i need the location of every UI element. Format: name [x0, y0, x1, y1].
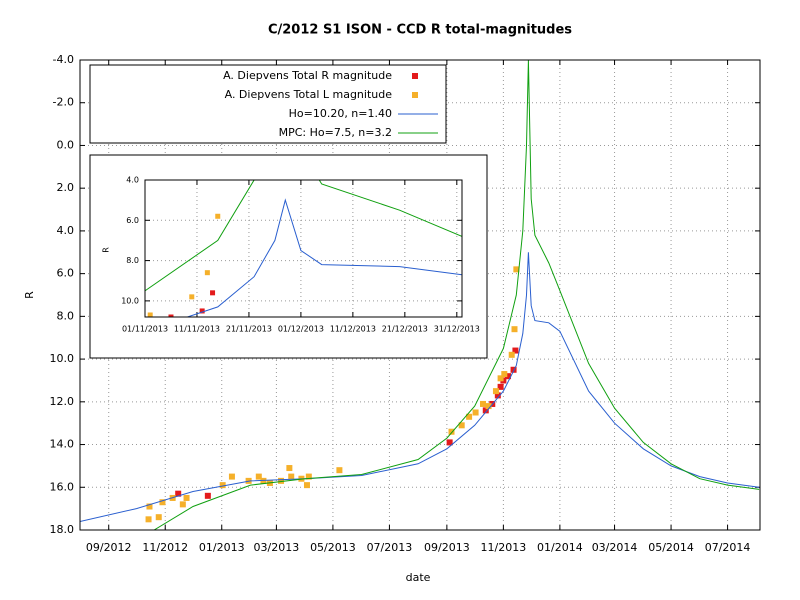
data-point [179, 501, 186, 508]
plot-area [145, 180, 462, 317]
x-tick-label: 31/12/2013 [434, 325, 480, 334]
y-tick-label: 2.0 [57, 181, 75, 194]
inset-plot: R 4.0 6.0 8.0 10.0 01/11/2013 11/11/2013 21/11… [89, 154, 488, 359]
x-tick-label: 21/11/2013 [226, 325, 272, 334]
data-point [336, 467, 343, 474]
y-tick-label: 14.0 [50, 438, 75, 451]
x-axis-label: date [406, 571, 431, 584]
legend-box [89, 64, 447, 144]
data-point [458, 422, 465, 429]
x-tick-label: 11/2012 [142, 541, 188, 554]
inset-y-label: R [102, 247, 111, 253]
y-tick-label: 0.0 [57, 138, 75, 151]
x-tick-label: 09/2013 [424, 541, 470, 554]
y-tick-label: 4.0 [57, 224, 75, 237]
data-point [512, 347, 519, 354]
legend-label: Ho=10.20, n=1.40 [289, 107, 392, 120]
legend-swatch [412, 73, 418, 79]
data-point [479, 400, 486, 407]
y-tick-label: 8.0 [57, 309, 75, 322]
data-point [501, 371, 508, 378]
x-tick-label: 03/2014 [592, 541, 638, 554]
data-point [511, 326, 518, 333]
data-point [189, 294, 195, 300]
x-tick-label: 05/2014 [648, 541, 694, 554]
inset-box [89, 154, 488, 359]
data-point [147, 312, 153, 317]
y-tick-label: 6.0 [126, 216, 139, 225]
plot-area [80, 60, 760, 530]
data-point [146, 503, 153, 510]
x-tick-label: 11/12/2013 [330, 325, 376, 334]
y-tick-label: 16.0 [50, 480, 75, 493]
data-point [168, 314, 174, 317]
data-point [288, 473, 295, 480]
data-point [286, 465, 293, 472]
y-tick-label: 18.0 [50, 523, 75, 536]
data-point [303, 482, 310, 489]
data-point [497, 375, 504, 382]
data-point [228, 473, 235, 480]
x-tick-label: 03/2013 [254, 541, 300, 554]
data-point [510, 366, 517, 373]
plot-frame [144, 179, 463, 318]
chart-title: C/2012 S1 ISON - CCD R total-magnitudes [268, 23, 572, 38]
data-point [215, 213, 221, 219]
y-tick-label: 10.0 [121, 296, 139, 305]
data-point [145, 516, 152, 523]
x-tick-label: 11/11/2013 [174, 325, 220, 334]
x-tick-label: 01/2013 [199, 541, 245, 554]
x-tick-label: 07/2013 [367, 541, 413, 554]
data-point [278, 477, 285, 484]
y-tick-label: 12.0 [50, 395, 75, 408]
data-point [183, 494, 190, 501]
series-line [185, 198, 462, 317]
data-point [492, 388, 499, 395]
data-point [219, 482, 226, 489]
data-point [448, 428, 455, 435]
data-point [255, 473, 262, 480]
x-tick-label: 11/2013 [481, 541, 527, 554]
y-axis-label: R [23, 291, 36, 299]
y-tick-label: 8.0 [126, 256, 139, 265]
y-tick-label: 6.0 [57, 267, 75, 280]
x-tick-label: 09/2012 [86, 541, 132, 554]
data-point [505, 373, 512, 380]
legend-label: A. Diepvens Total R magnitude [223, 69, 392, 82]
data-point [485, 403, 492, 410]
data-point [446, 439, 453, 446]
data-point [204, 270, 210, 276]
data-point [472, 409, 479, 416]
legend: A. Diepvens Total R magnitude A. Diepvens… [89, 64, 447, 144]
plot-frame [79, 59, 761, 531]
data-point [210, 290, 216, 296]
x-tick-label: 01/11/2013 [122, 325, 168, 334]
x-tick-label: 01/12/2013 [278, 325, 324, 334]
data-point [466, 413, 473, 420]
y-tick-label: -2.0 [53, 96, 74, 109]
x-tick-label: 21/12/2013 [382, 325, 428, 334]
x-tick-label: 07/2014 [705, 541, 751, 554]
data-point [175, 490, 182, 497]
data-point [155, 514, 162, 521]
data-point [305, 473, 312, 480]
x-tick-label: 05/2013 [310, 541, 356, 554]
data-point [494, 392, 501, 399]
data-point [482, 407, 489, 414]
data-point [497, 383, 504, 390]
y-tick-label: -4.0 [53, 53, 74, 66]
data-point [204, 492, 211, 499]
legend-swatch [412, 92, 418, 98]
data-point [513, 266, 520, 273]
y-tick-label: 10.0 [50, 352, 75, 365]
y-tick-label: 4.0 [126, 176, 139, 185]
data-point [199, 308, 205, 314]
series-line [153, 60, 760, 530]
legend-label: A. Diepvens Total L magnitude [225, 88, 393, 101]
data-point [159, 499, 166, 506]
x-tick-label: 01/2014 [537, 541, 583, 554]
data-point [508, 351, 515, 358]
legend-label: MPC: Ho=7.5, n=3.2 [279, 126, 392, 139]
